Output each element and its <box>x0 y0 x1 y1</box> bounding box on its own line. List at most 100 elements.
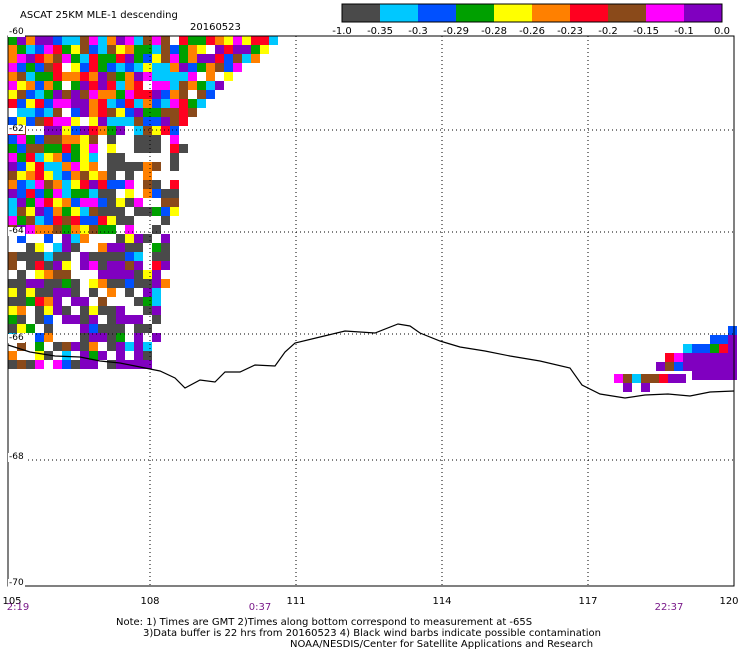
data-pixel <box>161 216 170 225</box>
data-pixel <box>170 144 179 153</box>
data-pixel <box>188 108 197 117</box>
colorbar-swatch <box>532 4 570 22</box>
data-pixel <box>134 270 143 279</box>
colorbar-swatch <box>570 4 608 22</box>
data-pixel <box>107 252 116 261</box>
data-pixel <box>26 180 35 189</box>
colorbar-frame <box>341 3 723 23</box>
data-pixel <box>89 306 98 315</box>
data-pixel <box>134 207 143 216</box>
data-pixel <box>8 153 17 162</box>
data-pixel <box>152 117 161 126</box>
data-pixel <box>206 81 215 90</box>
data-pixel <box>17 360 26 369</box>
lon-label-120: 120 <box>719 596 739 607</box>
data-pixel <box>89 36 98 45</box>
data-pixel <box>98 333 107 342</box>
data-pixel <box>8 90 17 99</box>
data-pixel <box>719 371 728 380</box>
data-pixel <box>170 63 179 72</box>
data-pixel <box>107 36 116 45</box>
data-pixel <box>143 126 152 135</box>
data-pixel <box>152 144 161 153</box>
data-pixel <box>26 288 35 297</box>
data-pixel <box>206 72 215 81</box>
data-pixel <box>8 45 17 54</box>
data-pixel <box>143 162 152 171</box>
data-pixel <box>62 270 71 279</box>
data-pixel <box>89 207 98 216</box>
time-label-left: 2:19 <box>6 602 30 613</box>
data-pixel <box>161 99 170 108</box>
colorbar-swatch <box>684 4 722 22</box>
data-pixel <box>143 297 152 306</box>
data-pixel <box>215 36 224 45</box>
data-pixel <box>224 54 233 63</box>
data-pixel <box>62 234 71 243</box>
data-pixel <box>35 90 44 99</box>
data-pixel <box>89 288 98 297</box>
data-pixel <box>98 72 107 81</box>
data-pixel <box>134 261 143 270</box>
data-pixel <box>134 99 143 108</box>
data-pixel <box>179 63 188 72</box>
data-pixel <box>116 207 125 216</box>
data-pixel <box>8 180 17 189</box>
data-pixel <box>107 315 116 324</box>
data-pixel <box>17 315 26 324</box>
data-pixel <box>62 279 71 288</box>
colorbar-swatch <box>646 4 684 22</box>
data-pixel <box>728 335 737 344</box>
data-pixel <box>116 162 125 171</box>
data-pixel <box>53 72 62 81</box>
data-pixel <box>35 162 44 171</box>
data-pixel <box>623 383 632 392</box>
data-pixel <box>35 261 44 270</box>
data-pixel <box>44 270 53 279</box>
data-pixel <box>152 225 161 234</box>
data-pixel <box>80 216 89 225</box>
data-pixel <box>215 45 224 54</box>
lon-label-111: 111 <box>286 596 306 607</box>
data-pixel <box>35 63 44 72</box>
data-pixel <box>35 180 44 189</box>
data-pixel <box>161 108 170 117</box>
data-pixel <box>17 45 26 54</box>
colorbar-swatch <box>418 4 456 22</box>
lon-label-117: 117 <box>578 596 598 607</box>
data-pixel <box>125 225 134 234</box>
data-pixel <box>125 72 134 81</box>
data-pixel <box>8 162 17 171</box>
data-pixel <box>161 81 170 90</box>
data-pixel <box>188 45 197 54</box>
data-pixel <box>35 288 44 297</box>
data-pixel <box>44 306 53 315</box>
data-pixel <box>188 72 197 81</box>
data-pixel <box>44 252 53 261</box>
data-pixel <box>152 261 161 270</box>
data-pixel <box>170 189 179 198</box>
data-pixel <box>8 360 17 369</box>
data-pixel <box>80 252 89 261</box>
data-pixel <box>8 198 17 207</box>
data-pixel <box>17 144 26 153</box>
data-pixel <box>107 117 116 126</box>
data-pixel <box>62 180 71 189</box>
data-pixel <box>251 45 260 54</box>
colorbar-tick-label: -0.26 <box>519 26 545 37</box>
data-pixel <box>152 306 161 315</box>
data-pixel <box>17 207 26 216</box>
data-pixel <box>17 324 26 333</box>
data-pixel <box>98 90 107 99</box>
data-pixel <box>134 324 143 333</box>
data-pixel <box>152 279 161 288</box>
data-pixel <box>8 189 17 198</box>
data-pixel <box>143 324 152 333</box>
data-pixel <box>152 315 161 324</box>
data-pixel <box>62 216 71 225</box>
data-pixel <box>89 261 98 270</box>
data-pixel <box>179 54 188 63</box>
data-pixel <box>116 63 125 72</box>
data-pixel <box>17 342 26 351</box>
data-pixel <box>89 351 98 360</box>
